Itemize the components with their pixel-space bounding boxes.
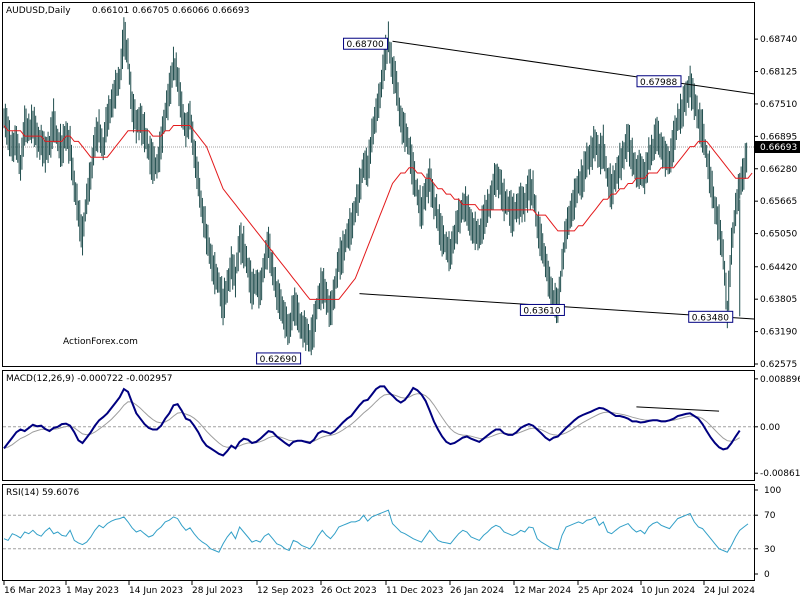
x-tick-label: 26 Jan 2024 — [450, 586, 504, 596]
x-tick-label: 1 May 2023 — [66, 586, 119, 596]
rsi-y-tick-label: 100 — [764, 486, 781, 496]
x-tick-label: 12 Sep 2023 — [257, 586, 314, 596]
x-tick-label: 12 Mar 2024 — [514, 586, 571, 596]
macd-panel-frame — [2, 370, 755, 481]
price-y-tick-label: 0.65665 — [760, 197, 797, 207]
rsi-title: RSI(14) 59.6076 — [6, 488, 79, 498]
price-y-tick-label: 0.66280 — [760, 165, 797, 175]
price-y-tick-label: 0.67510 — [760, 100, 797, 110]
price-annotation-label: 0.63610 — [523, 306, 560, 316]
rsi-y-tick-label: 70 — [764, 511, 776, 521]
sma-line — [3, 125, 753, 300]
price-y-tick-label: 0.65050 — [760, 230, 797, 240]
axis-layer: 0.68740 0.68125 0.67510 0.66895 0.66280 0.656… — [3, 35, 800, 596]
x-tick-label: 16 Mar 2023 — [4, 586, 61, 596]
price-annotation-box — [519, 303, 565, 316]
macd-layer — [3, 385, 754, 457]
price-annotation-box — [636, 75, 682, 88]
price-y-tick-label: 0.66895 — [760, 132, 797, 142]
price-y-tick-label: 0.63805 — [760, 295, 797, 305]
x-tick-label: 11 Dec 2023 — [386, 586, 444, 596]
last-price-label: 0.66693 — [760, 143, 797, 153]
price-y-tick-label: 0.64420 — [760, 263, 797, 273]
macd-signal-line — [3, 393, 740, 449]
price-annotation-label: 0.67988 — [640, 78, 677, 88]
macd-y-tick-label: 0.00 — [760, 423, 780, 433]
macd-line — [3, 385, 741, 457]
macd-y-tick-label: -0.008612 — [760, 469, 800, 479]
last-price-tag — [754, 140, 800, 153]
price-annotation-label: 0.62690 — [260, 355, 297, 365]
x-tick-label: 24 Jul 2024 — [704, 586, 755, 596]
price-annotation-box — [343, 37, 389, 50]
x-tick-label: 10 Jun 2024 — [641, 586, 695, 596]
rsi-panel-frame — [2, 484, 755, 581]
watermark: ActionForex.com — [63, 337, 138, 347]
price-annotation-box — [688, 310, 734, 323]
symbol-label: AUDUSD,Daily — [6, 6, 71, 16]
rsi-layer — [3, 509, 754, 553]
price-layer: 0.68700 0.67988 0.63610 0.63480 0.62690 — [3, 17, 755, 365]
price-panel-frame — [2, 2, 755, 367]
rsi-y-tick-label: 30 — [764, 545, 776, 555]
x-tick-label: 25 Apr 2024 — [578, 586, 634, 596]
macd-y-tick-label: 0.008896 — [760, 375, 800, 385]
price-y-tick-label: 0.68740 — [760, 35, 797, 45]
price-y-tick-label: 0.63190 — [760, 328, 797, 338]
trendline — [392, 40, 755, 95]
price-annotation-label: 0.68700 — [347, 40, 384, 50]
x-tick-label: 26 Oct 2023 — [321, 586, 377, 596]
rsi-line — [3, 509, 749, 553]
macd-title: MACD(12,26,9) -0.000722 -0.002957 — [6, 374, 172, 384]
price-y-tick-label: 0.62575 — [760, 360, 797, 370]
price-annotation-label: 0.63480 — [692, 313, 729, 323]
price-y-tick-label: 0.68125 — [760, 68, 797, 78]
x-tick-label: 14 Jun 2023 — [129, 586, 183, 596]
rsi-y-tick-label: 0 — [764, 570, 770, 580]
ohlc-values: 0.66101 0.66705 0.66066 0.66693 — [92, 6, 249, 16]
macd-divergence-line — [636, 406, 720, 412]
x-tick-label: 28 Jul 2023 — [192, 586, 243, 596]
price-annotation-box — [256, 352, 302, 365]
